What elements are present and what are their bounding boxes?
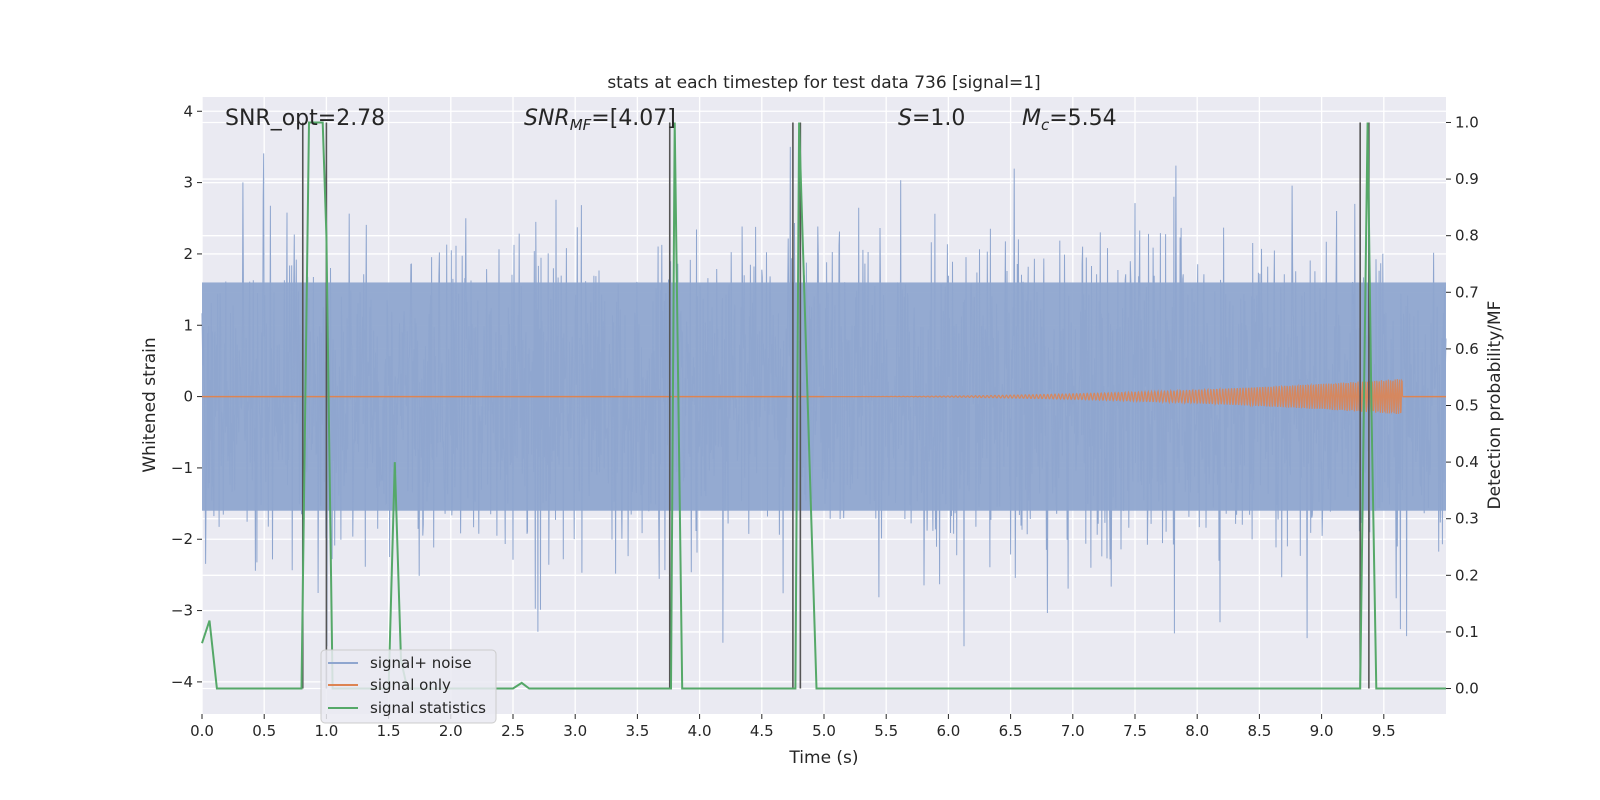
annotation-snr-mf-value: =[4.07] <box>591 106 676 131</box>
x-tick-label-11: 5.5 <box>874 722 898 740</box>
yright-tick-label-1: 0.1 <box>1455 623 1479 641</box>
yleft-tick-label-1: −3 <box>171 602 193 620</box>
x-axis-label: Time (s) <box>788 748 858 768</box>
legend-label-signal-only: signal only <box>370 676 451 694</box>
yleft-tick-label-5: 1 <box>183 316 193 334</box>
x-tick-label-14: 7.0 <box>1061 722 1085 740</box>
chirp-trace <box>824 378 1404 415</box>
x-tick-label-17: 8.5 <box>1247 722 1271 740</box>
x-tick-label-7: 3.5 <box>625 722 649 740</box>
annotation-s-base: S <box>898 106 912 131</box>
x-axis-ticks: 0.0 0.5 1.0 1.5 2.0 2.5 3.0 3.5 4.0 4.5 5.0 5.5 6.0 6… <box>190 714 1396 740</box>
yleft-tick-label-8: 4 <box>183 102 193 120</box>
chart-title: stats at each timestep for test data 736… <box>607 73 1040 93</box>
x-tick-label-4: 2.0 <box>439 722 463 740</box>
legend: signal+ noise signal only signal statist… <box>320 649 497 724</box>
yright-tick-label-7: 0.7 <box>1455 283 1479 301</box>
legend-box <box>320 649 497 724</box>
annotation-snr-mf-base: SNR <box>524 106 570 131</box>
annotation-mc-base: M <box>1022 106 1041 131</box>
x-tick-label-10: 5.0 <box>812 722 836 740</box>
x-tick-label-5: 2.5 <box>501 722 525 740</box>
right-axis-ticks: 0.0 0.1 0.2 0.3 0.4 0.5 0.6 0.7 0.8 0.9 1.0 <box>1446 113 1479 698</box>
legend-label-signal-noise: signal+ noise <box>370 654 472 672</box>
yleft-tick-label-4: 0 <box>183 388 193 406</box>
yright-tick-label-8: 0.8 <box>1455 227 1479 245</box>
stats-line <box>201 121 1446 690</box>
x-tick-label-13: 6.5 <box>999 722 1023 740</box>
yright-tick-label-2: 0.2 <box>1455 566 1479 584</box>
yleft-tick-label-0: −4 <box>171 673 193 691</box>
y-axis-label-right: Detection probability/MF <box>1485 301 1505 510</box>
y-axis-label-left: Whitened strain <box>140 337 160 472</box>
annotation-mc: Mc=5.54 <box>1022 106 1117 134</box>
x-tick-label-16: 8.0 <box>1185 722 1209 740</box>
annotations: SNR_opt=2.78 SNRMF=[4.07] S=1.0 Mc=5.54 <box>225 106 1117 134</box>
yleft-tick-label-6: 2 <box>183 245 193 263</box>
yright-tick-label-5: 0.5 <box>1455 397 1479 415</box>
yright-tick-label-3: 0.3 <box>1455 510 1479 528</box>
x-tick-label-18: 9.0 <box>1310 722 1334 740</box>
yright-tick-label-0: 0.0 <box>1455 680 1479 698</box>
yright-tick-label-9: 0.9 <box>1455 170 1479 188</box>
yright-tick-label-6: 0.6 <box>1455 340 1479 358</box>
yleft-tick-label-3: −1 <box>171 459 193 477</box>
x-tick-label-3: 1.5 <box>377 722 401 740</box>
annotation-s-value: =1.0 <box>912 106 965 131</box>
annotation-mc-sub: c <box>1041 116 1050 134</box>
yleft-tick-label-2: −2 <box>171 530 193 548</box>
annotation-s: S=1.0 <box>898 106 965 131</box>
annotation-snr-mf: SNRMF=[4.07] <box>524 106 676 134</box>
x-tick-label-19: 9.5 <box>1372 722 1396 740</box>
series-signal-statistics <box>201 121 1446 690</box>
yright-tick-label-10: 1.0 <box>1455 113 1479 131</box>
yleft-tick-label-7: 3 <box>183 174 193 192</box>
left-axis-ticks: −4 −3 −2 −1 0 1 2 3 4 <box>171 102 202 691</box>
legend-label-signal-statistics: signal statistics <box>370 699 486 717</box>
annotation-mc-value: =5.54 <box>1049 106 1116 131</box>
yright-tick-label-4: 0.4 <box>1455 453 1479 471</box>
x-tick-label-8: 4.0 <box>688 722 712 740</box>
x-tick-label-12: 6.0 <box>936 722 960 740</box>
x-tick-label-2: 1.0 <box>314 722 338 740</box>
annotation-snr-opt: SNR_opt=2.78 <box>225 106 385 131</box>
x-tick-label-6: 3.0 <box>563 722 587 740</box>
annotation-snr-mf-sub: MF <box>570 116 592 134</box>
x-tick-label-9: 4.5 <box>750 722 774 740</box>
x-tick-label-0: 0.0 <box>190 722 214 740</box>
noise-trace <box>201 146 1447 647</box>
x-tick-label-15: 7.5 <box>1123 722 1147 740</box>
x-tick-label-1: 0.5 <box>252 722 276 740</box>
